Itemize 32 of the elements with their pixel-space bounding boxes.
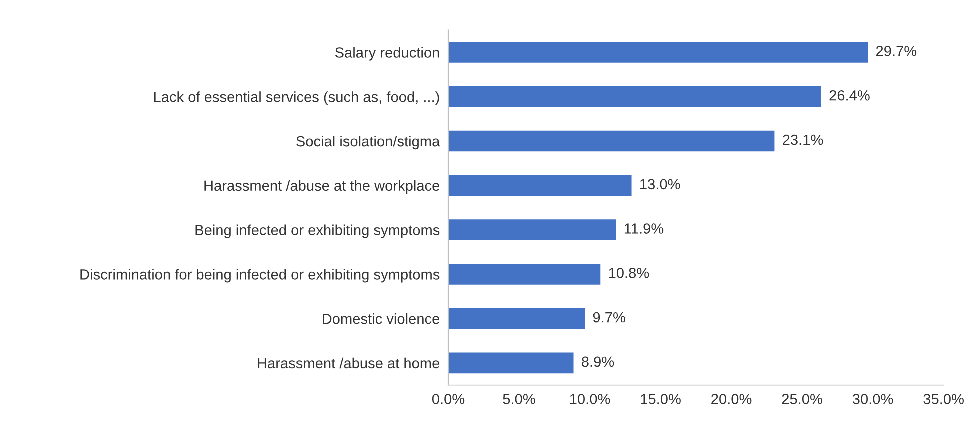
data-label: 8.9% xyxy=(582,356,614,368)
y-tick-label: Salary reduction xyxy=(335,47,440,61)
x-tick-label: 20.0% xyxy=(712,394,752,404)
x-tick-label: 35.0% xyxy=(924,394,964,404)
x-tick-label: 5.0% xyxy=(503,394,536,404)
x-tick-label: 10.0% xyxy=(570,394,610,404)
bar xyxy=(448,40,870,64)
data-label: 9.7% xyxy=(593,312,626,323)
bar xyxy=(448,218,618,242)
bar xyxy=(448,351,576,375)
x-tick-label: 25.0% xyxy=(782,394,822,404)
bar xyxy=(448,129,776,154)
y-tick-label: Discrimination for being infected or exhibiting symptoms xyxy=(80,269,440,283)
x-tick-label: 0.0% xyxy=(432,394,465,404)
data-label: 11.9% xyxy=(624,224,664,234)
data-label: 26.4% xyxy=(830,90,870,101)
y-tick-label: Social isolation/stigma xyxy=(296,136,440,150)
data-label: 10.8% xyxy=(609,268,650,278)
bar xyxy=(448,262,602,286)
y-tick-label: Domestic violence xyxy=(323,314,440,324)
y-tick-label: Lack of essential services (such as, food, ...) xyxy=(154,92,440,106)
bar xyxy=(448,174,634,198)
y-tick-label: Being infected or exhibiting symptoms xyxy=(196,224,440,238)
y-tick-label: Harassment /abuse at home xyxy=(258,358,440,369)
bar xyxy=(448,307,586,331)
data-label: 13.0% xyxy=(640,179,680,190)
x-tick-label: 15.0% xyxy=(641,394,681,404)
x-tick-label: 30.0% xyxy=(852,394,894,404)
y-tick-label: Harassment /abuse at the workplace xyxy=(204,180,440,194)
bar xyxy=(448,85,823,109)
data-label: 29.7% xyxy=(876,46,917,56)
data-label: 23.1% xyxy=(783,134,824,146)
